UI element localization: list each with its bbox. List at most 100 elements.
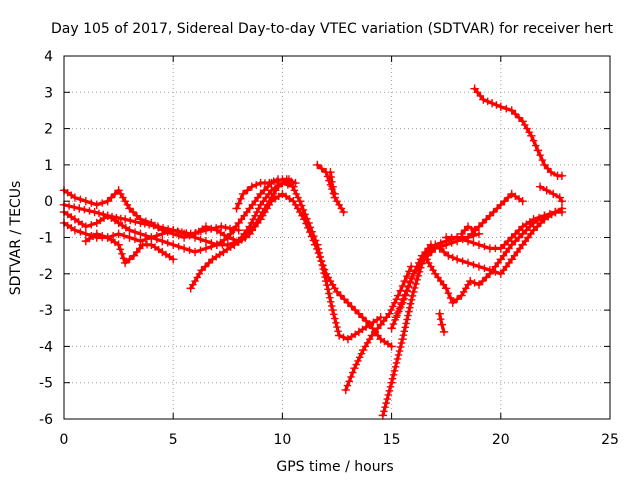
data-point-fill — [404, 311, 412, 320]
data-point-fill — [504, 237, 512, 245]
data-point-fill — [394, 351, 403, 359]
data-point-fill — [483, 97, 492, 106]
data-point — [485, 211, 495, 220]
data-point-fill — [492, 101, 501, 109]
data-point-fill — [316, 253, 324, 261]
data-point-fill — [314, 245, 323, 253]
data-point — [313, 160, 322, 170]
data-point-fill — [383, 395, 391, 403]
data-point-fill — [389, 320, 398, 328]
data-point-fill — [392, 359, 401, 367]
data-point-fill — [337, 204, 346, 213]
series-track-9 — [326, 167, 340, 199]
data-point-fill — [502, 248, 510, 256]
data-point-fill — [317, 257, 325, 265]
data-point-fill — [136, 244, 144, 253]
data-point-fill — [173, 227, 182, 235]
data-point-fill — [500, 197, 509, 205]
data-point-fill — [237, 215, 246, 224]
data-point-fill — [327, 173, 335, 181]
data-point-fill — [399, 296, 407, 304]
data-point-fill — [392, 295, 401, 303]
data-point-fill — [469, 261, 478, 269]
data-point-fill — [323, 281, 331, 289]
data-point-fill — [401, 323, 409, 332]
data-point-fill — [278, 179, 287, 187]
data-point — [507, 233, 516, 242]
data-point-fill — [89, 232, 97, 240]
data-point — [391, 313, 401, 322]
data-point — [190, 233, 200, 242]
data-point-fill — [207, 225, 215, 233]
data-point-fill — [318, 261, 326, 269]
data-point-fill — [118, 250, 126, 258]
data-point — [463, 258, 473, 268]
data-point-fill — [259, 197, 267, 205]
data-point-fill — [525, 128, 533, 136]
data-point — [136, 218, 145, 228]
data-point-fill — [480, 242, 489, 251]
data-point-fill — [470, 279, 479, 287]
data-point-fill — [371, 328, 379, 336]
data-point-fill — [227, 243, 235, 251]
y-tick-label: -2 — [39, 267, 53, 283]
data-point-fill — [476, 92, 485, 100]
data-point-fill — [119, 254, 128, 263]
data-point — [217, 222, 226, 231]
data-point — [136, 229, 145, 239]
data-point — [81, 229, 91, 239]
data-point-fill — [388, 375, 397, 383]
data-point-fill — [255, 204, 263, 213]
data-point-fill — [532, 141, 540, 150]
data-point-fill — [306, 223, 315, 232]
x-tick-label: 15 — [383, 432, 401, 448]
data-point-fill — [513, 248, 521, 256]
data-point — [435, 244, 444, 253]
data-point-fill — [87, 221, 95, 229]
data-point-fill — [315, 249, 323, 257]
data-point-fill — [123, 201, 132, 209]
data-point-fill — [319, 265, 327, 273]
data-point-fill — [70, 203, 78, 211]
data-point-fill — [85, 207, 94, 215]
data-point-fill — [351, 306, 359, 314]
data-point-fill — [515, 226, 523, 234]
series-track-16 — [435, 309, 449, 337]
data-point-fill — [374, 324, 382, 332]
data-point-fill — [261, 179, 269, 187]
data-point-fill — [326, 293, 334, 302]
data-point-fill — [328, 178, 336, 186]
data-point-fill — [117, 214, 125, 223]
data-point — [507, 106, 516, 115]
data-point-fill — [320, 269, 328, 277]
data-point — [463, 236, 473, 246]
data-point-fill — [402, 287, 411, 295]
data-point-fill — [108, 212, 116, 221]
data-point — [234, 226, 243, 235]
data-point-fill — [357, 349, 366, 358]
data-point — [387, 324, 396, 333]
data-point-fill — [159, 224, 167, 232]
data-point-fill — [87, 199, 95, 207]
data-point-fill — [449, 253, 457, 262]
data-point — [442, 240, 451, 249]
data-point — [400, 276, 409, 286]
data-point — [313, 240, 322, 249]
data-point-fill — [185, 246, 194, 254]
data-point-fill — [398, 282, 407, 290]
data-point-fill — [287, 177, 295, 185]
plot-area — [59, 84, 567, 420]
data-point-fill — [511, 230, 520, 238]
data-point-fill — [397, 300, 405, 308]
data-point-fill — [408, 292, 417, 300]
data-point-fill — [491, 262, 500, 271]
data-point — [378, 411, 388, 420]
data-point — [186, 229, 195, 239]
data-point-fill — [478, 277, 487, 285]
data-point-fill — [453, 295, 461, 303]
data-point — [540, 160, 549, 170]
data-point-fill — [402, 319, 410, 328]
data-point-fill — [491, 244, 500, 253]
data-point-fill — [131, 228, 139, 236]
data-point-fill — [488, 266, 497, 274]
